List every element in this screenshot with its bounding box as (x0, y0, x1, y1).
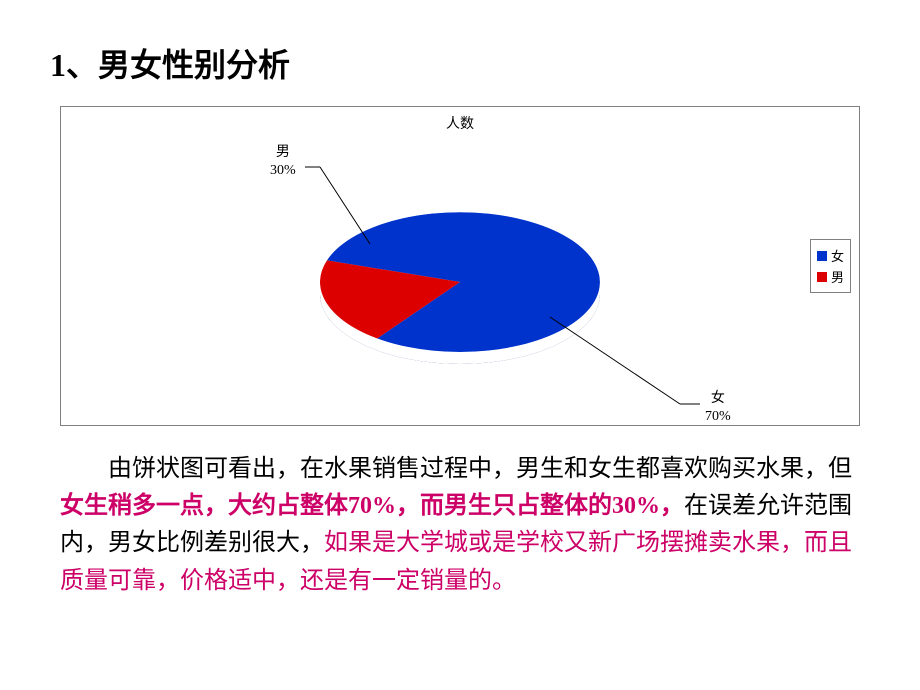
slide-root: 1、男女性别分析 人数 (0, 0, 920, 690)
legend-swatch-female (817, 251, 827, 261)
para-pre: 由饼状图可看出，在水果销售过程中，男生和女生都喜欢购买水果，但 (108, 456, 852, 482)
legend-label-male: 男 (831, 267, 844, 286)
legend-item-female: 女 (817, 246, 844, 265)
analysis-paragraph: 由饼状图可看出，在水果销售过程中，男生和女生都喜欢购买水果，但女生稍多一点，大约… (50, 451, 870, 600)
legend: 女 男 (810, 239, 851, 293)
label-male-pct: 30% (270, 163, 296, 178)
label-male-name: 男 (276, 145, 290, 160)
label-female-name: 女 (711, 391, 725, 406)
label-male: 男 30% (270, 144, 296, 180)
page-title: 1、男女性别分析 (50, 40, 870, 86)
legend-swatch-male (817, 272, 827, 282)
legend-item-male: 男 (817, 267, 844, 286)
pie-chart: 人数 (60, 106, 860, 426)
para-highlight-bold: 女生稍多一点，大约占整体70%，而男生只占整体的30%， (60, 493, 684, 519)
label-female-pct: 70% (705, 409, 731, 424)
legend-label-female: 女 (831, 246, 844, 265)
label-female: 女 70% (705, 390, 731, 426)
leader-lines (60, 122, 860, 442)
